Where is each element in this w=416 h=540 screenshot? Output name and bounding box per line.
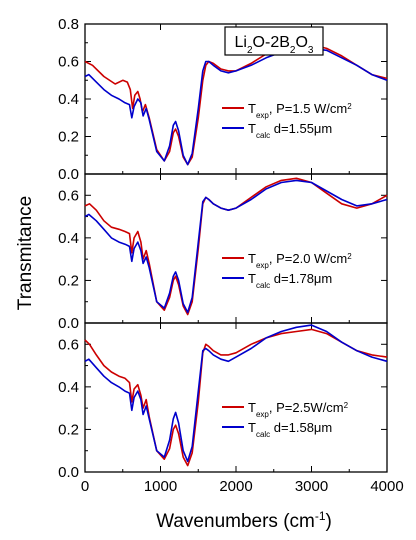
- y-tick-label: 0.6: [58, 54, 79, 71]
- legend-label: Tcalc d=1.58μm: [248, 420, 332, 439]
- y-tick-label: 0.0: [58, 166, 79, 183]
- series-line-exp: [84, 328, 388, 467]
- y-tick-label: 0.8: [58, 16, 79, 33]
- x-tick-label: 2000: [219, 478, 252, 495]
- series-line-calc: [84, 324, 388, 463]
- y-tick-label: 0.2: [58, 272, 79, 289]
- x-tick-label: 1000: [144, 478, 177, 495]
- legend-label: Tcalc d=1.78μm: [248, 271, 332, 290]
- y-axis-title: Transmitance: [15, 196, 36, 310]
- x-axis-title: Wavenumbers (cm-1): [156, 509, 332, 532]
- chart-title-box: Li2O-2B2O3: [224, 26, 324, 56]
- y-tick-label: 0.2: [58, 421, 79, 438]
- y-tick-label: 0.4: [58, 230, 79, 247]
- panel-bottom: 0.0 0.2 0.4 0.6 0 1000 2000 3000 4000 Texp, P=2.5…: [58, 322, 404, 495]
- legend-label: Texp, P=1.5 W/cm2: [248, 101, 352, 120]
- y-tick-label: 0.6: [58, 187, 79, 204]
- y-tick-label: 0.2: [58, 129, 79, 146]
- series-line-calc: [84, 179, 388, 314]
- x-tick-label: 3000: [295, 478, 328, 495]
- y-tick-label: 0.0: [58, 464, 79, 481]
- chart-title: Li2O-2B2O3: [235, 34, 314, 56]
- legend-label: Texp, P=2.5W/cm2: [248, 400, 349, 419]
- x-tick-label: 4000: [370, 478, 403, 495]
- legend-label: Tcalc d=1.55μm: [248, 121, 332, 140]
- y-tick-label: 0.4: [58, 91, 79, 108]
- legend-label: Texp, P=2.0 W/cm2: [248, 251, 352, 270]
- x-tick-label: 0: [81, 478, 89, 495]
- title-frame: [224, 26, 324, 56]
- y-tick-label: 0.6: [58, 336, 79, 353]
- y-tick-label: 0.4: [58, 379, 79, 396]
- y-tick-label: 0.0: [58, 315, 79, 332]
